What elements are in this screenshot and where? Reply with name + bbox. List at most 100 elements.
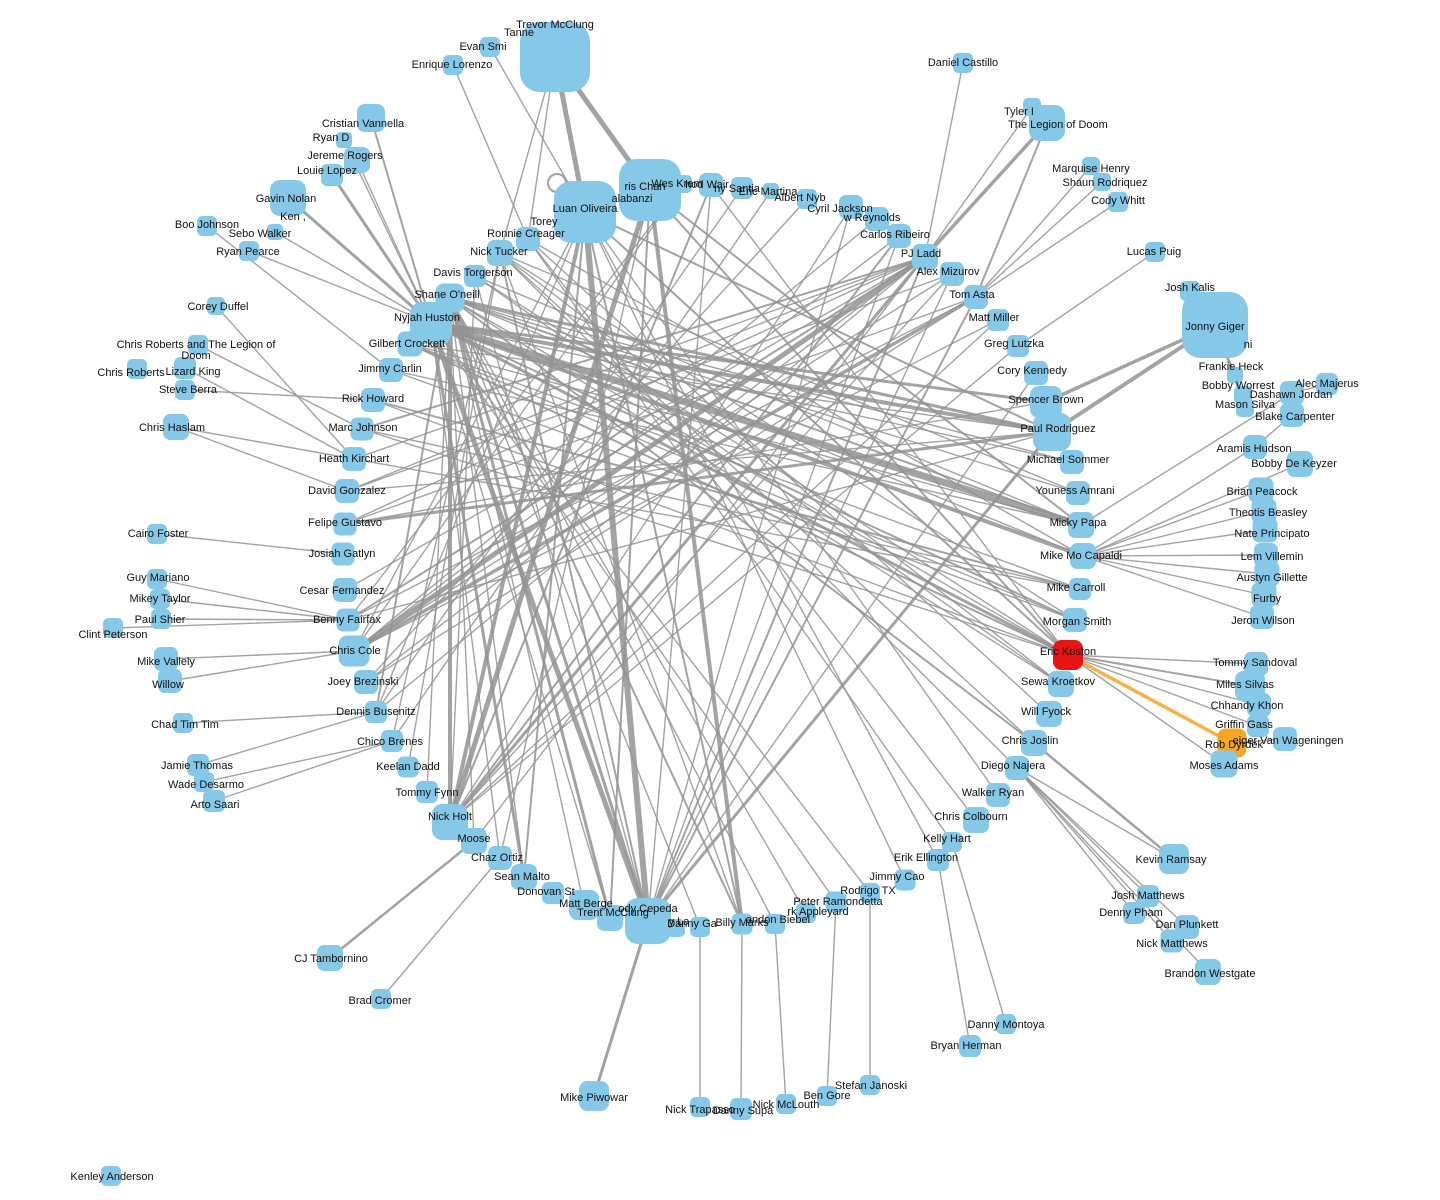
node-blake-carpenter[interactable] <box>1280 403 1304 427</box>
node-chaz-ortiz[interactable] <box>488 846 512 870</box>
node-dennis-busenitz[interactable] <box>365 701 387 723</box>
node-david-gonzalez[interactable] <box>335 479 359 503</box>
node-danny-ga[interactable] <box>690 917 710 937</box>
node-eric-koston[interactable] <box>1053 640 1083 670</box>
node-reynolds[interactable] <box>865 207 889 231</box>
node-josiah-gatlyn[interactable] <box>331 542 355 566</box>
node-albert-nyb[interactable] <box>797 189 817 209</box>
node-jeron-wilson[interactable] <box>1250 605 1274 629</box>
node-legion-of-doom[interactable] <box>1029 105 1065 141</box>
node-carlos-ribeiro[interactable] <box>887 224 911 248</box>
node-spencer-brown[interactable] <box>1030 386 1062 418</box>
node-willow[interactable] <box>158 669 182 693</box>
node-frankie-heck[interactable] <box>1227 367 1243 383</box>
node-erik-ellington[interactable] <box>927 849 949 871</box>
node-brad-cromer[interactable] <box>371 989 391 1009</box>
node-kelly-hart[interactable] <box>942 832 962 852</box>
node-keelan-dadd[interactable] <box>397 756 419 778</box>
node-lem-villemin[interactable] <box>1254 543 1278 567</box>
node-daniel-castillo[interactable] <box>953 53 973 73</box>
node-luan-oliveira[interactable] <box>554 181 616 243</box>
node-trent-mcclung[interactable] <box>597 905 623 931</box>
node-diego-najera[interactable] <box>1005 756 1029 780</box>
node-rob-dyrdek[interactable] <box>1217 728 1247 758</box>
node-chico-brenes[interactable] <box>381 730 403 752</box>
node-tommy-sandoval[interactable] <box>1244 652 1268 676</box>
node-chris-colbourn[interactable] <box>963 807 989 833</box>
node-billy-marks[interactable] <box>731 913 753 935</box>
node-ben-gore[interactable] <box>817 1086 837 1106</box>
node-boo-johnson[interactable] <box>197 216 217 236</box>
node-nick-mclouth[interactable] <box>776 1094 796 1114</box>
node-davis-torgerson[interactable] <box>464 265 486 287</box>
node-ny-santia[interactable] <box>731 177 753 199</box>
node-marc-johnson[interactable] <box>350 417 374 441</box>
node-bobby-de-keyzer[interactable] <box>1287 451 1313 477</box>
node-matt-miller[interactable] <box>987 309 1009 331</box>
node-cesar-fernandez[interactable] <box>333 578 357 602</box>
node-mike-mo-capaldi[interactable] <box>1070 543 1096 569</box>
node-biebel[interactable] <box>765 914 785 934</box>
node-chris-roberts-lod[interactable] <box>188 335 208 355</box>
node-steve-berra[interactable] <box>175 380 195 400</box>
node-trevor-mcclung[interactable] <box>520 22 590 92</box>
node-cory-kennedy[interactable] <box>1024 361 1048 385</box>
node-greg-lutzka[interactable] <box>1007 335 1029 357</box>
node-bryan-herman[interactable] <box>959 1035 981 1057</box>
node-sebo-walker[interactable] <box>267 224 283 240</box>
node-mason-silva[interactable] <box>1236 399 1254 417</box>
node-y-la[interactable] <box>667 919 685 937</box>
node-denny-pham[interactable] <box>1123 902 1145 924</box>
node-brian-peacock[interactable] <box>1248 477 1274 503</box>
node-tom-asta[interactable] <box>964 285 988 309</box>
node-chris-cole[interactable] <box>338 635 370 667</box>
node-cody-cepeda[interactable] <box>625 898 671 944</box>
node-gavin-nolan[interactable] <box>270 180 306 216</box>
node-cairo-foster[interactable] <box>147 524 167 544</box>
node-donovan-st[interactable] <box>542 882 564 904</box>
node-heath-kirchart[interactable] <box>342 447 366 471</box>
node-jimmy-carlin[interactable] <box>379 358 403 382</box>
node-cj-tambornino[interactable] <box>317 945 343 971</box>
node-paul-shier[interactable] <box>151 609 171 629</box>
node-shaun-rodriquez[interactable] <box>1093 173 1111 191</box>
node-chris-roberts[interactable] <box>127 359 147 379</box>
node-joey-brezinski[interactable] <box>354 670 378 694</box>
node-cody-whitt[interactable] <box>1108 192 1128 212</box>
node-felipe-gustavo[interactable] <box>333 512 357 536</box>
node-chad-tim-tim[interactable] <box>173 713 193 733</box>
node-marquise-henry[interactable] <box>1082 157 1100 175</box>
node-morgan-smith[interactable] <box>1063 608 1087 632</box>
node-will-fyock[interactable] <box>1036 701 1062 727</box>
node-mike-piwowar[interactable] <box>579 1081 609 1111</box>
node-walker-ryan[interactable] <box>986 783 1010 807</box>
node-sewa-kroetkov[interactable] <box>1048 671 1074 697</box>
node-cyril-jackson[interactable] <box>839 195 863 219</box>
node-nyjah-huston[interactable] <box>410 302 452 344</box>
node-salabanzi[interactable] <box>619 159 681 221</box>
node-matt-berge[interactable] <box>569 890 599 920</box>
node-theotis-beasley[interactable] <box>1251 498 1277 524</box>
node-moose[interactable] <box>461 828 487 854</box>
node-danny-montoya[interactable] <box>996 1014 1016 1034</box>
node-stefan-janoski[interactable] <box>860 1075 880 1095</box>
node-enrique-lorenzo[interactable] <box>443 55 463 75</box>
node-jereme-rogers[interactable] <box>344 147 370 173</box>
node-wes-krem[interactable] <box>674 175 692 193</box>
node-furby[interactable] <box>1251 582 1277 608</box>
node-alec-majerus[interactable] <box>1316 373 1338 395</box>
node-chris-haslam[interactable] <box>163 414 189 440</box>
node-nick-holt[interactable] <box>432 804 468 840</box>
node-brandon-westgate[interactable] <box>1195 959 1221 985</box>
node-michael-sommer[interactable] <box>1060 450 1084 474</box>
node-dashawn-jordan[interactable] <box>1280 381 1304 405</box>
node-arto-saari[interactable] <box>203 790 225 812</box>
node-cristian-vannella[interactable] <box>357 104 385 132</box>
node-kevin-ramsay[interactable] <box>1159 844 1189 874</box>
node-griffin-gass[interactable] <box>1247 715 1269 737</box>
node-sean-malto[interactable] <box>511 864 537 890</box>
node-nick-trapasso[interactable] <box>690 1097 710 1117</box>
node-moses-adams[interactable] <box>1210 750 1238 778</box>
node-nick-matthews[interactable] <box>1160 929 1184 953</box>
node-appleyard[interactable] <box>796 903 816 923</box>
